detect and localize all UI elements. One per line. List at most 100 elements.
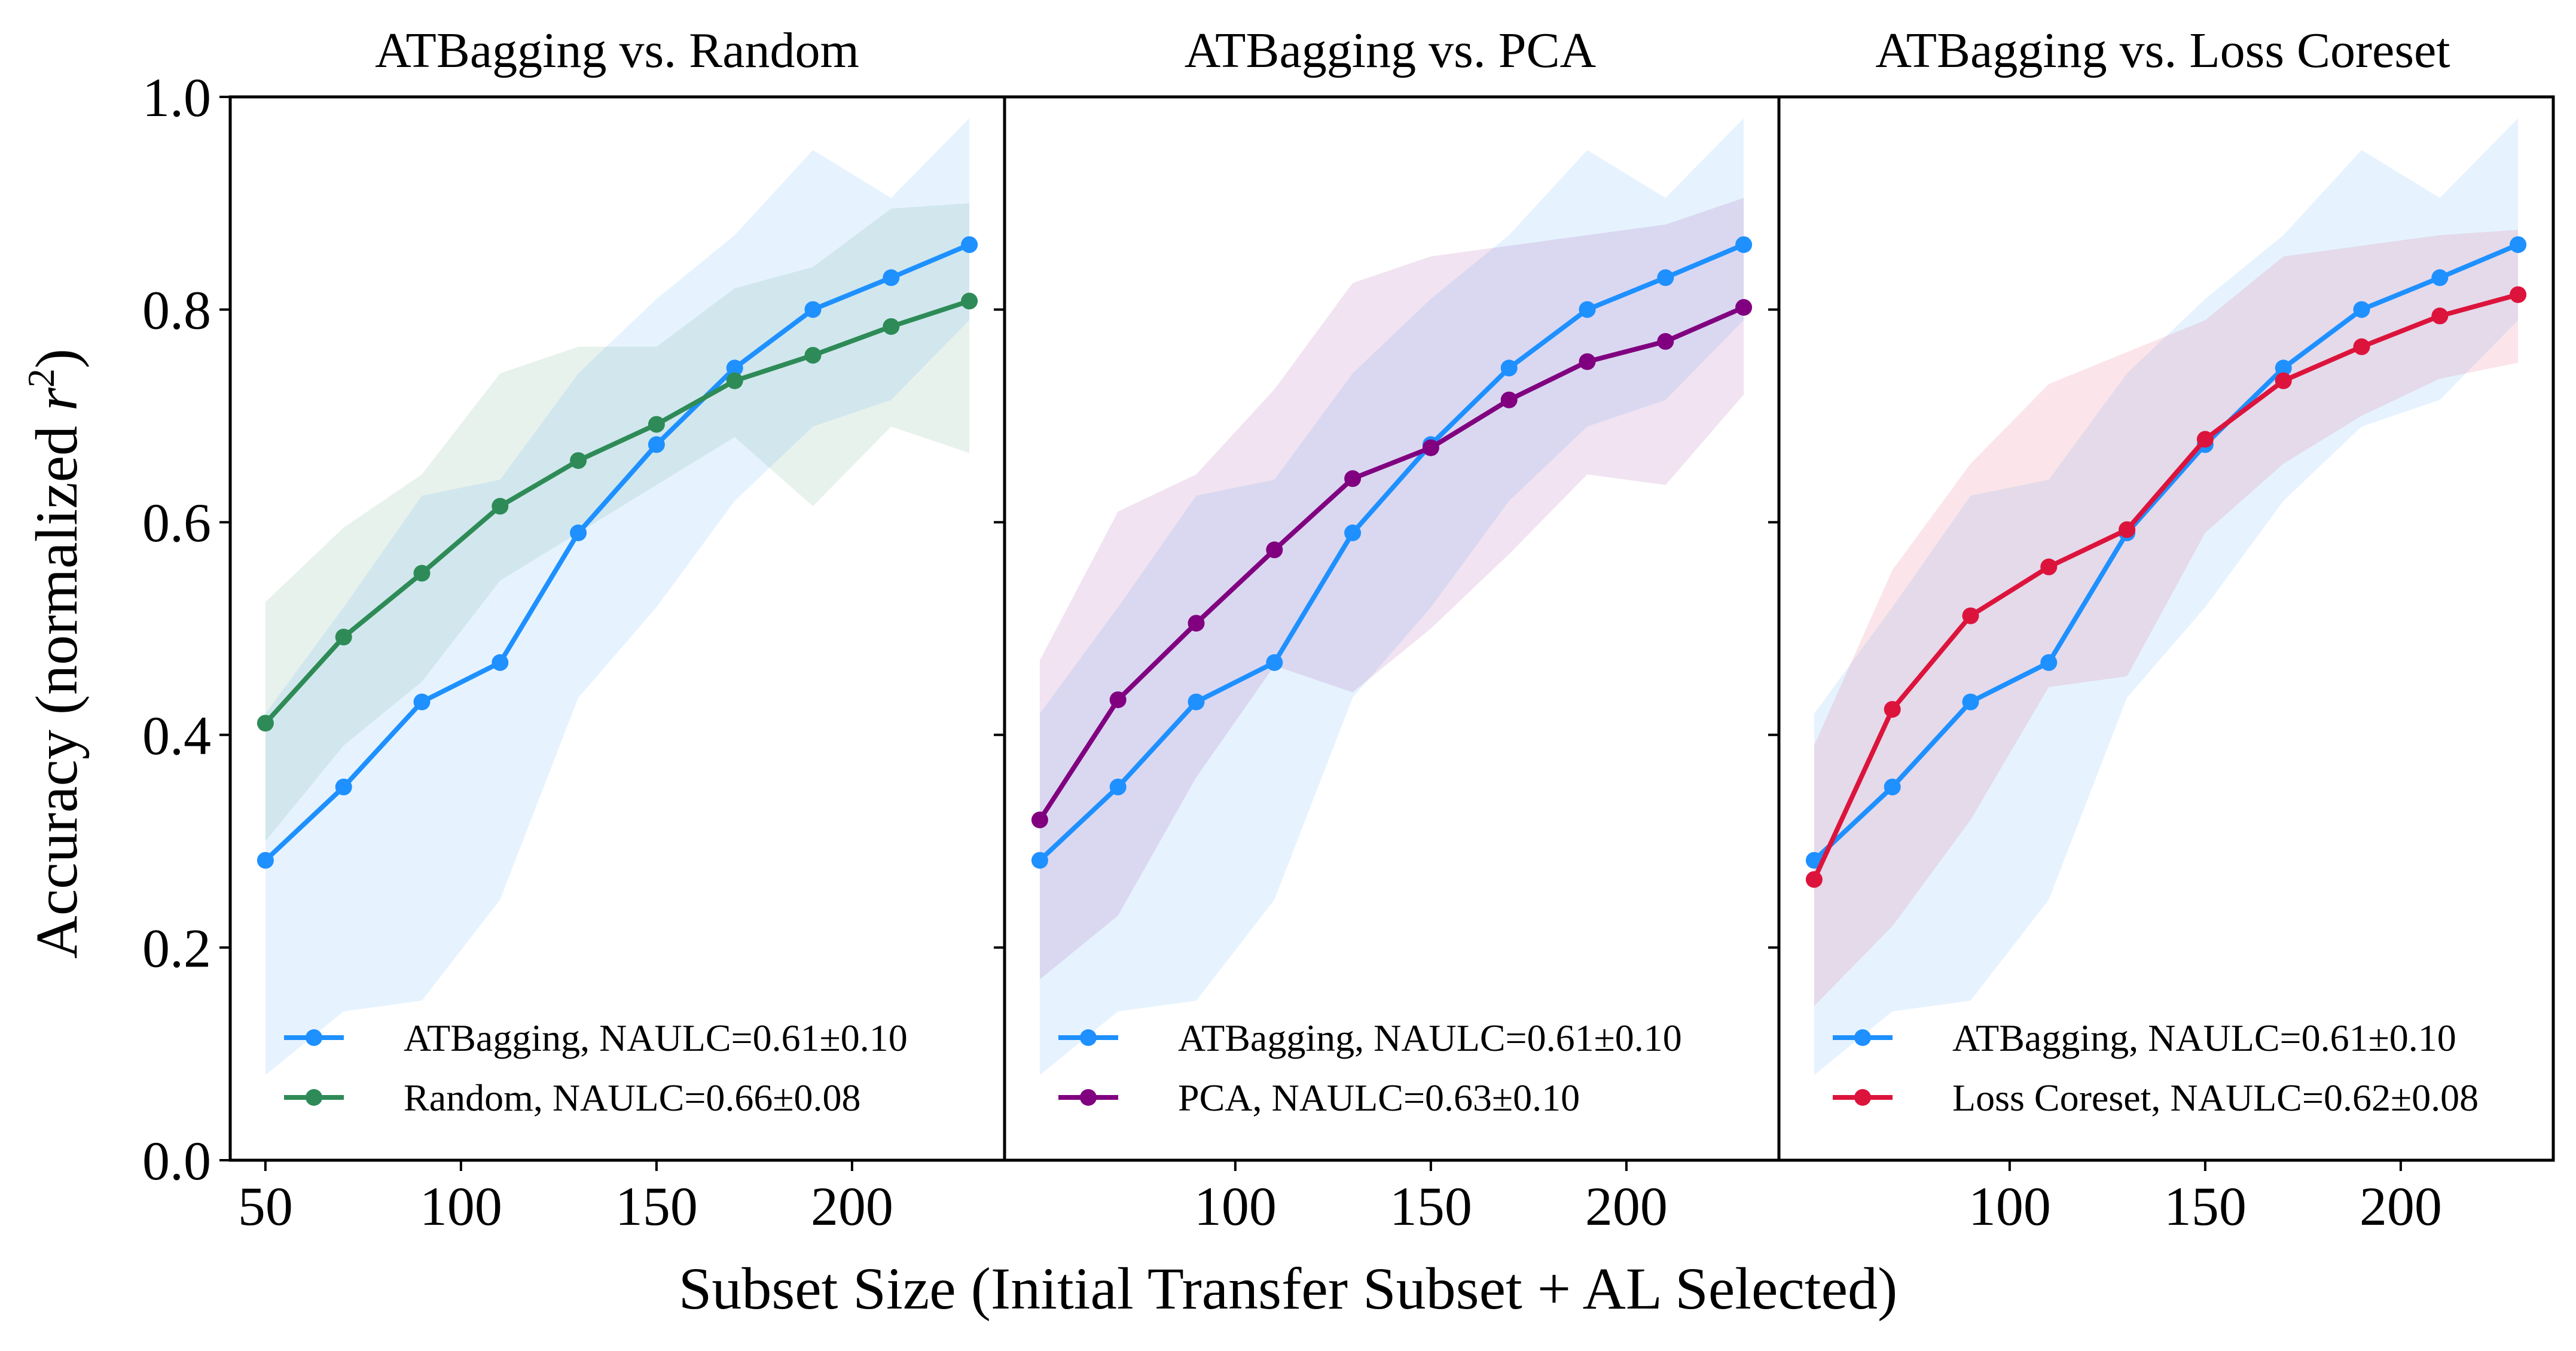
x-tick-label: 150 <box>615 1176 698 1237</box>
data-point <box>1266 654 1283 671</box>
data-point <box>335 778 352 795</box>
data-point <box>1884 778 1901 795</box>
data-point <box>2040 654 2058 671</box>
legend-entry: ATBagging, NAULC=0.61±0.10 <box>1178 1017 1682 1059</box>
legend-entry: PCA, NAULC=0.63±0.10 <box>1178 1076 1580 1119</box>
data-point <box>1500 359 1518 377</box>
data-point <box>1109 778 1127 795</box>
data-point <box>1266 541 1283 559</box>
data-point <box>1962 607 1979 624</box>
data-point <box>1735 299 1753 316</box>
data-point <box>1188 693 1205 710</box>
x-tick-label: 150 <box>2164 1176 2247 1237</box>
panel-title-loss-coreset: ATBagging vs. Loss Coreset <box>1875 23 2450 78</box>
y-axis-label-var: r <box>23 387 90 411</box>
y-axis-label: Accuracy (normalized r2) <box>20 349 90 959</box>
x-axis-label: Subset Size (Initial Transfer Subset + A… <box>679 1255 1898 1322</box>
panel-title-pca: ATBagging vs. PCA <box>1185 23 1597 78</box>
y-axis-label-suffix: ) <box>23 349 90 368</box>
y-tick-label: 0.8 <box>142 280 211 341</box>
data-point <box>2196 431 2214 448</box>
series-line-baseline <box>1812 292 2519 881</box>
panel-title-random: ATBagging vs. Random <box>375 23 859 78</box>
data-point <box>257 852 274 869</box>
data-point <box>2275 372 2292 389</box>
confidence-band-atbagging <box>1039 118 1744 1075</box>
data-point <box>1884 701 1901 718</box>
data-point <box>492 654 509 671</box>
data-point <box>2510 236 2527 254</box>
data-point <box>2040 558 2058 575</box>
data-point <box>1422 439 1439 456</box>
confidence-band-baseline <box>1814 230 2519 1007</box>
confidence-band-baseline <box>1039 197 1744 980</box>
data-point <box>2353 301 2370 318</box>
y-tick-label: 0.0 <box>142 1130 211 1191</box>
data-point <box>648 416 665 433</box>
data-point <box>1109 691 1127 709</box>
data-point <box>1188 615 1205 632</box>
data-point <box>1579 353 1596 370</box>
data-point <box>804 301 822 318</box>
y-tick-label: 0.6 <box>142 492 211 553</box>
data-point <box>2119 521 2136 538</box>
data-point <box>726 372 743 389</box>
data-point <box>1805 852 1823 869</box>
data-point <box>1344 470 1362 487</box>
data-point <box>335 629 352 646</box>
legend-marker <box>1854 1089 1871 1106</box>
panel-frame <box>1777 95 2555 1162</box>
series-line-atbagging <box>264 242 970 862</box>
data-point <box>1657 269 1674 286</box>
data-point <box>648 436 665 453</box>
data-point <box>2353 338 2370 355</box>
data-point <box>1500 391 1518 408</box>
x-tick-label: 100 <box>1968 1176 2051 1237</box>
panel-random: 0.0 0.2 0.4 0.6 0.8 1.0 50 100 150 200 ATBagging, … <box>142 67 1006 1237</box>
series-line-baseline <box>263 298 970 725</box>
series-line-atbagging <box>1038 242 1745 862</box>
x-tick-label: 200 <box>1585 1176 1668 1237</box>
y-tick-label: 0.2 <box>142 917 211 978</box>
legend-entry: Loss Coreset, NAULC=0.62±0.08 <box>1952 1076 2479 1119</box>
data-point <box>570 452 587 469</box>
legend-marker <box>306 1089 322 1106</box>
legend-entry: Random, NAULC=0.66±0.08 <box>404 1076 861 1119</box>
data-point <box>1735 236 1753 254</box>
y-tick-label: 1.0 <box>142 67 211 128</box>
data-point <box>883 318 900 335</box>
x-tick-label: 50 <box>238 1176 293 1237</box>
data-point <box>726 359 743 377</box>
data-point <box>1344 524 1362 541</box>
x-tick-label: 150 <box>1390 1176 1472 1237</box>
data-point <box>2510 286 2527 303</box>
legend-marker <box>1080 1029 1097 1046</box>
y-axis-label-exp: 2 <box>20 368 62 388</box>
data-point <box>1805 871 1823 888</box>
data-point <box>1657 333 1674 350</box>
x-tick-label: 100 <box>420 1176 502 1237</box>
y-tick-label: 0.4 <box>142 705 211 766</box>
data-point <box>961 236 978 254</box>
series-line-baseline <box>1037 305 1745 822</box>
data-point <box>257 715 274 732</box>
data-point <box>804 347 822 364</box>
confidence-band-atbagging <box>265 118 970 1075</box>
data-point <box>1579 301 1596 318</box>
legend-marker <box>1080 1089 1097 1106</box>
data-point <box>2275 359 2292 377</box>
data-point <box>492 498 509 515</box>
data-point <box>2431 269 2449 286</box>
x-tick-label: 200 <box>2360 1176 2442 1237</box>
data-point <box>413 565 431 582</box>
panel-loss-coreset: 100 150 200 ATBagging, NAULC=0.61±0.10 Loss … <box>1768 95 2555 1237</box>
data-point <box>570 524 587 541</box>
data-point <box>1962 693 1979 710</box>
legend-marker <box>306 1029 322 1046</box>
x-tick-label: 200 <box>811 1176 893 1237</box>
data-point <box>961 292 978 310</box>
data-point <box>413 693 431 710</box>
y-axis-label-prefix: Accuracy (normalized <box>23 411 90 959</box>
data-point <box>2431 307 2449 325</box>
